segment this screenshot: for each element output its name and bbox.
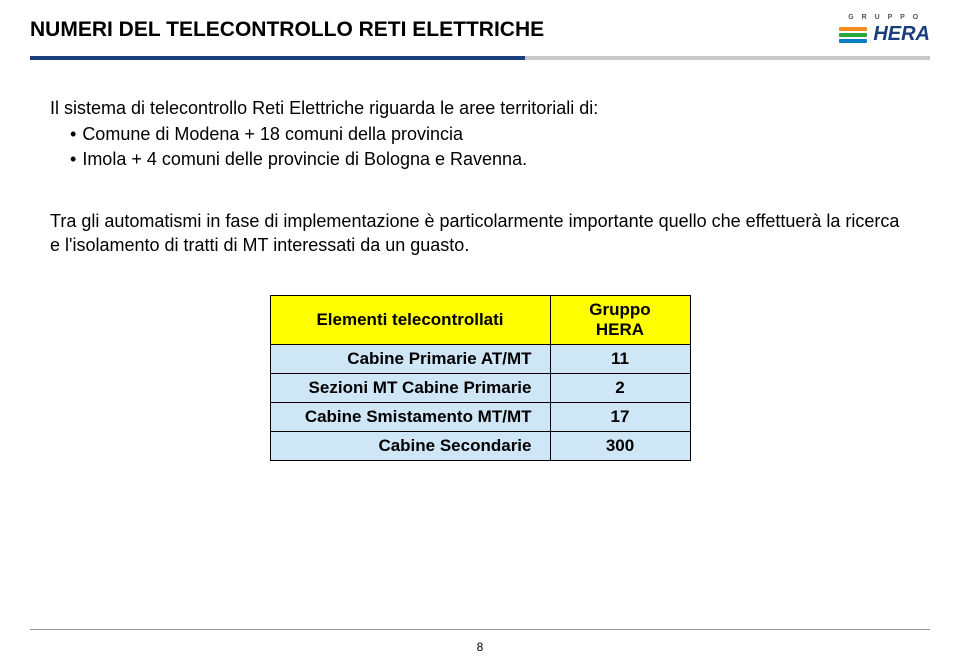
table-header-cell: Gruppo HERA	[550, 296, 690, 345]
page-number: 8	[0, 640, 960, 654]
table-cell-value: 2	[550, 374, 690, 403]
table-cell-label: Cabine Primarie AT/MT	[270, 345, 550, 374]
table-cell-value: 300	[550, 432, 690, 461]
logo-row: HERA	[839, 23, 930, 46]
body-paragraph: Tra gli automatismi in fase di implement…	[50, 209, 910, 258]
intro-paragraph: Il sistema di telecontrollo Reti Elettri…	[50, 96, 910, 120]
table-cell-value: 11	[550, 345, 690, 374]
table-row: Cabine Primarie AT/MT 11	[270, 345, 690, 374]
logo-bars-icon	[839, 27, 867, 43]
logo-gruppo-text: G R U P P O	[848, 14, 921, 21]
slide-content: Il sistema di telecontrollo Reti Elettri…	[0, 60, 960, 461]
table-row: Cabine Smistamento MT/MT 17	[270, 403, 690, 432]
table-header-row: Elementi telecontrollati Gruppo HERA	[270, 296, 690, 345]
bullet-list: Comune di Modena + 18 comuni della provi…	[84, 122, 910, 171]
table-cell-label: Cabine Smistamento MT/MT	[270, 403, 550, 432]
table-header-cell: Elementi telecontrollati	[270, 296, 550, 345]
footer-divider	[30, 629, 930, 630]
table-container: Elementi telecontrollati Gruppo HERA Cab…	[50, 295, 910, 461]
title-underline	[30, 56, 930, 60]
bullet-item: Comune di Modena + 18 comuni della provi…	[84, 122, 910, 146]
bullet-item: Imola + 4 comuni delle provincie di Bolo…	[84, 147, 910, 171]
logo-brand-text: HERA	[873, 23, 930, 46]
table-row: Cabine Secondarie 300	[270, 432, 690, 461]
table-cell-value: 17	[550, 403, 690, 432]
table-cell-label: Cabine Secondarie	[270, 432, 550, 461]
slide-header: NUMERI DEL TELECONTROLLO RETI ELETTRICHE…	[0, 0, 960, 52]
table-cell-label: Sezioni MT Cabine Primarie	[270, 374, 550, 403]
brand-logo: G R U P P O HERA	[839, 14, 930, 46]
slide-title: NUMERI DEL TELECONTROLLO RETI ELETTRICHE	[30, 18, 544, 42]
table-row: Sezioni MT Cabine Primarie 2	[270, 374, 690, 403]
telecontrol-table: Elementi telecontrollati Gruppo HERA Cab…	[270, 295, 691, 461]
